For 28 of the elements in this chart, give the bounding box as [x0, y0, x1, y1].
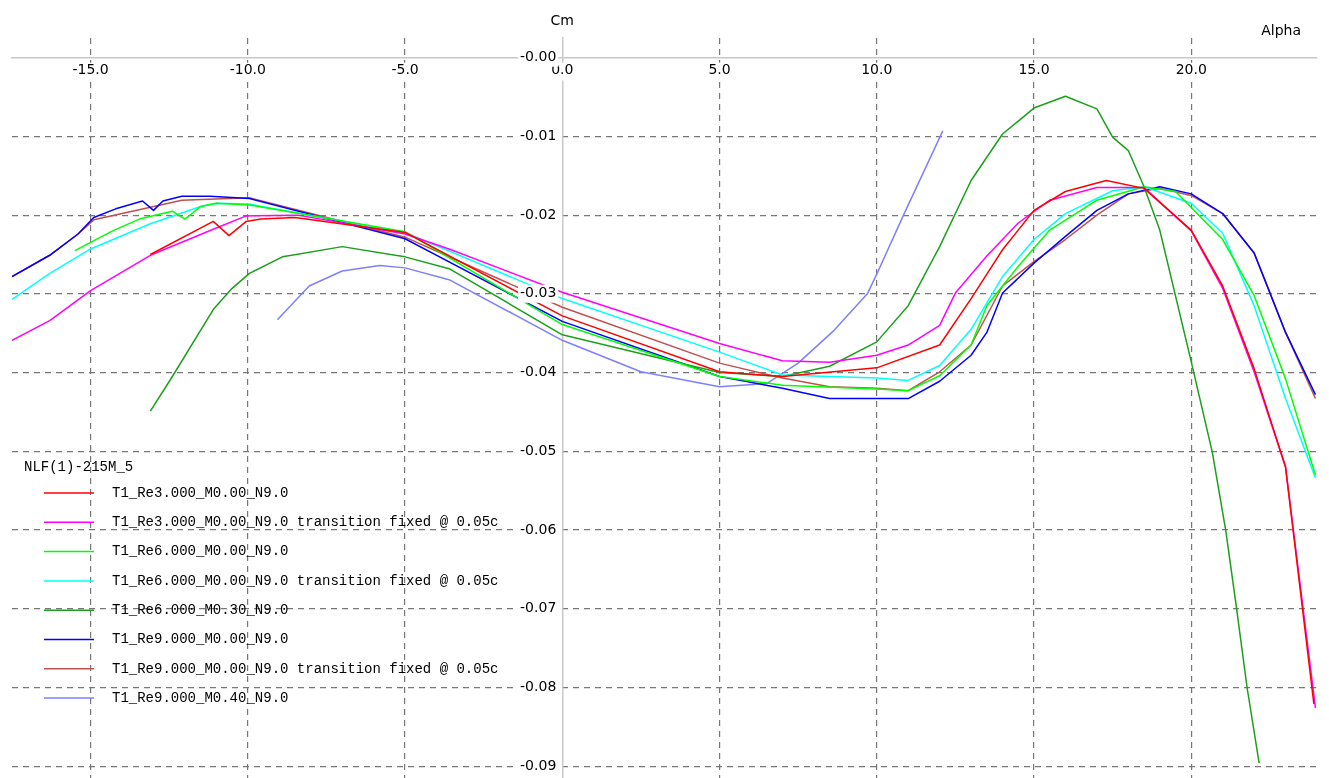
y-tick-label: -0.00	[520, 48, 557, 65]
y-tick-label: -0.02	[520, 205, 557, 222]
y-tick-label: -0.07	[520, 599, 557, 616]
y-axis-title: Cm	[550, 11, 575, 28]
x-tick-label: -10.0	[229, 61, 266, 78]
legend-label: T1_Re9.000_M0.00_N9.0 transition fixed @ 0.05c	[112, 660, 499, 677]
x-tick-label: -5.0	[391, 61, 419, 78]
legend-label: T1_Re9.000_M0.40_N9.0	[112, 689, 289, 706]
x-tick-label: 10.0	[861, 61, 893, 78]
y-tick-label: -0.09	[520, 756, 557, 773]
legend-label: T1_Re6.000_M0.30_N9.0	[112, 601, 289, 618]
legend-label: T1_Re6.000_M0.00_N9.0	[112, 543, 289, 560]
y-tick-label: -0.05	[520, 441, 557, 458]
y-tick-label: -0.08	[520, 678, 557, 695]
legend-label: T1_Re9.000_M0.00_N9.0	[112, 631, 289, 648]
legend-label: T1_Re6.000_M0.00_N9.0 transition fixed @ 0.05c	[112, 572, 499, 589]
x-tick-label: 5.0	[708, 61, 731, 78]
y-tick-label: -0.01	[520, 127, 557, 144]
x-axis-title: Alpha	[1261, 21, 1301, 38]
legend-label: T1_Re3.000_M0.00_N9.0 transition fixed @ 0.05c	[112, 514, 499, 530]
y-tick-label: -0.06	[520, 520, 557, 537]
x-tick-label: 20.0	[1175, 61, 1207, 78]
legend-title: NLF(1)-215M_5	[24, 458, 134, 475]
x-tick-label: 15.0	[1018, 61, 1050, 78]
x-tick-label: -15.0	[72, 61, 109, 78]
y-tick-label: -0.03	[520, 284, 557, 301]
y-tick-label: -0.04	[520, 363, 557, 380]
legend-label: T1_Re3.000_M0.00_N9.0	[112, 484, 289, 501]
